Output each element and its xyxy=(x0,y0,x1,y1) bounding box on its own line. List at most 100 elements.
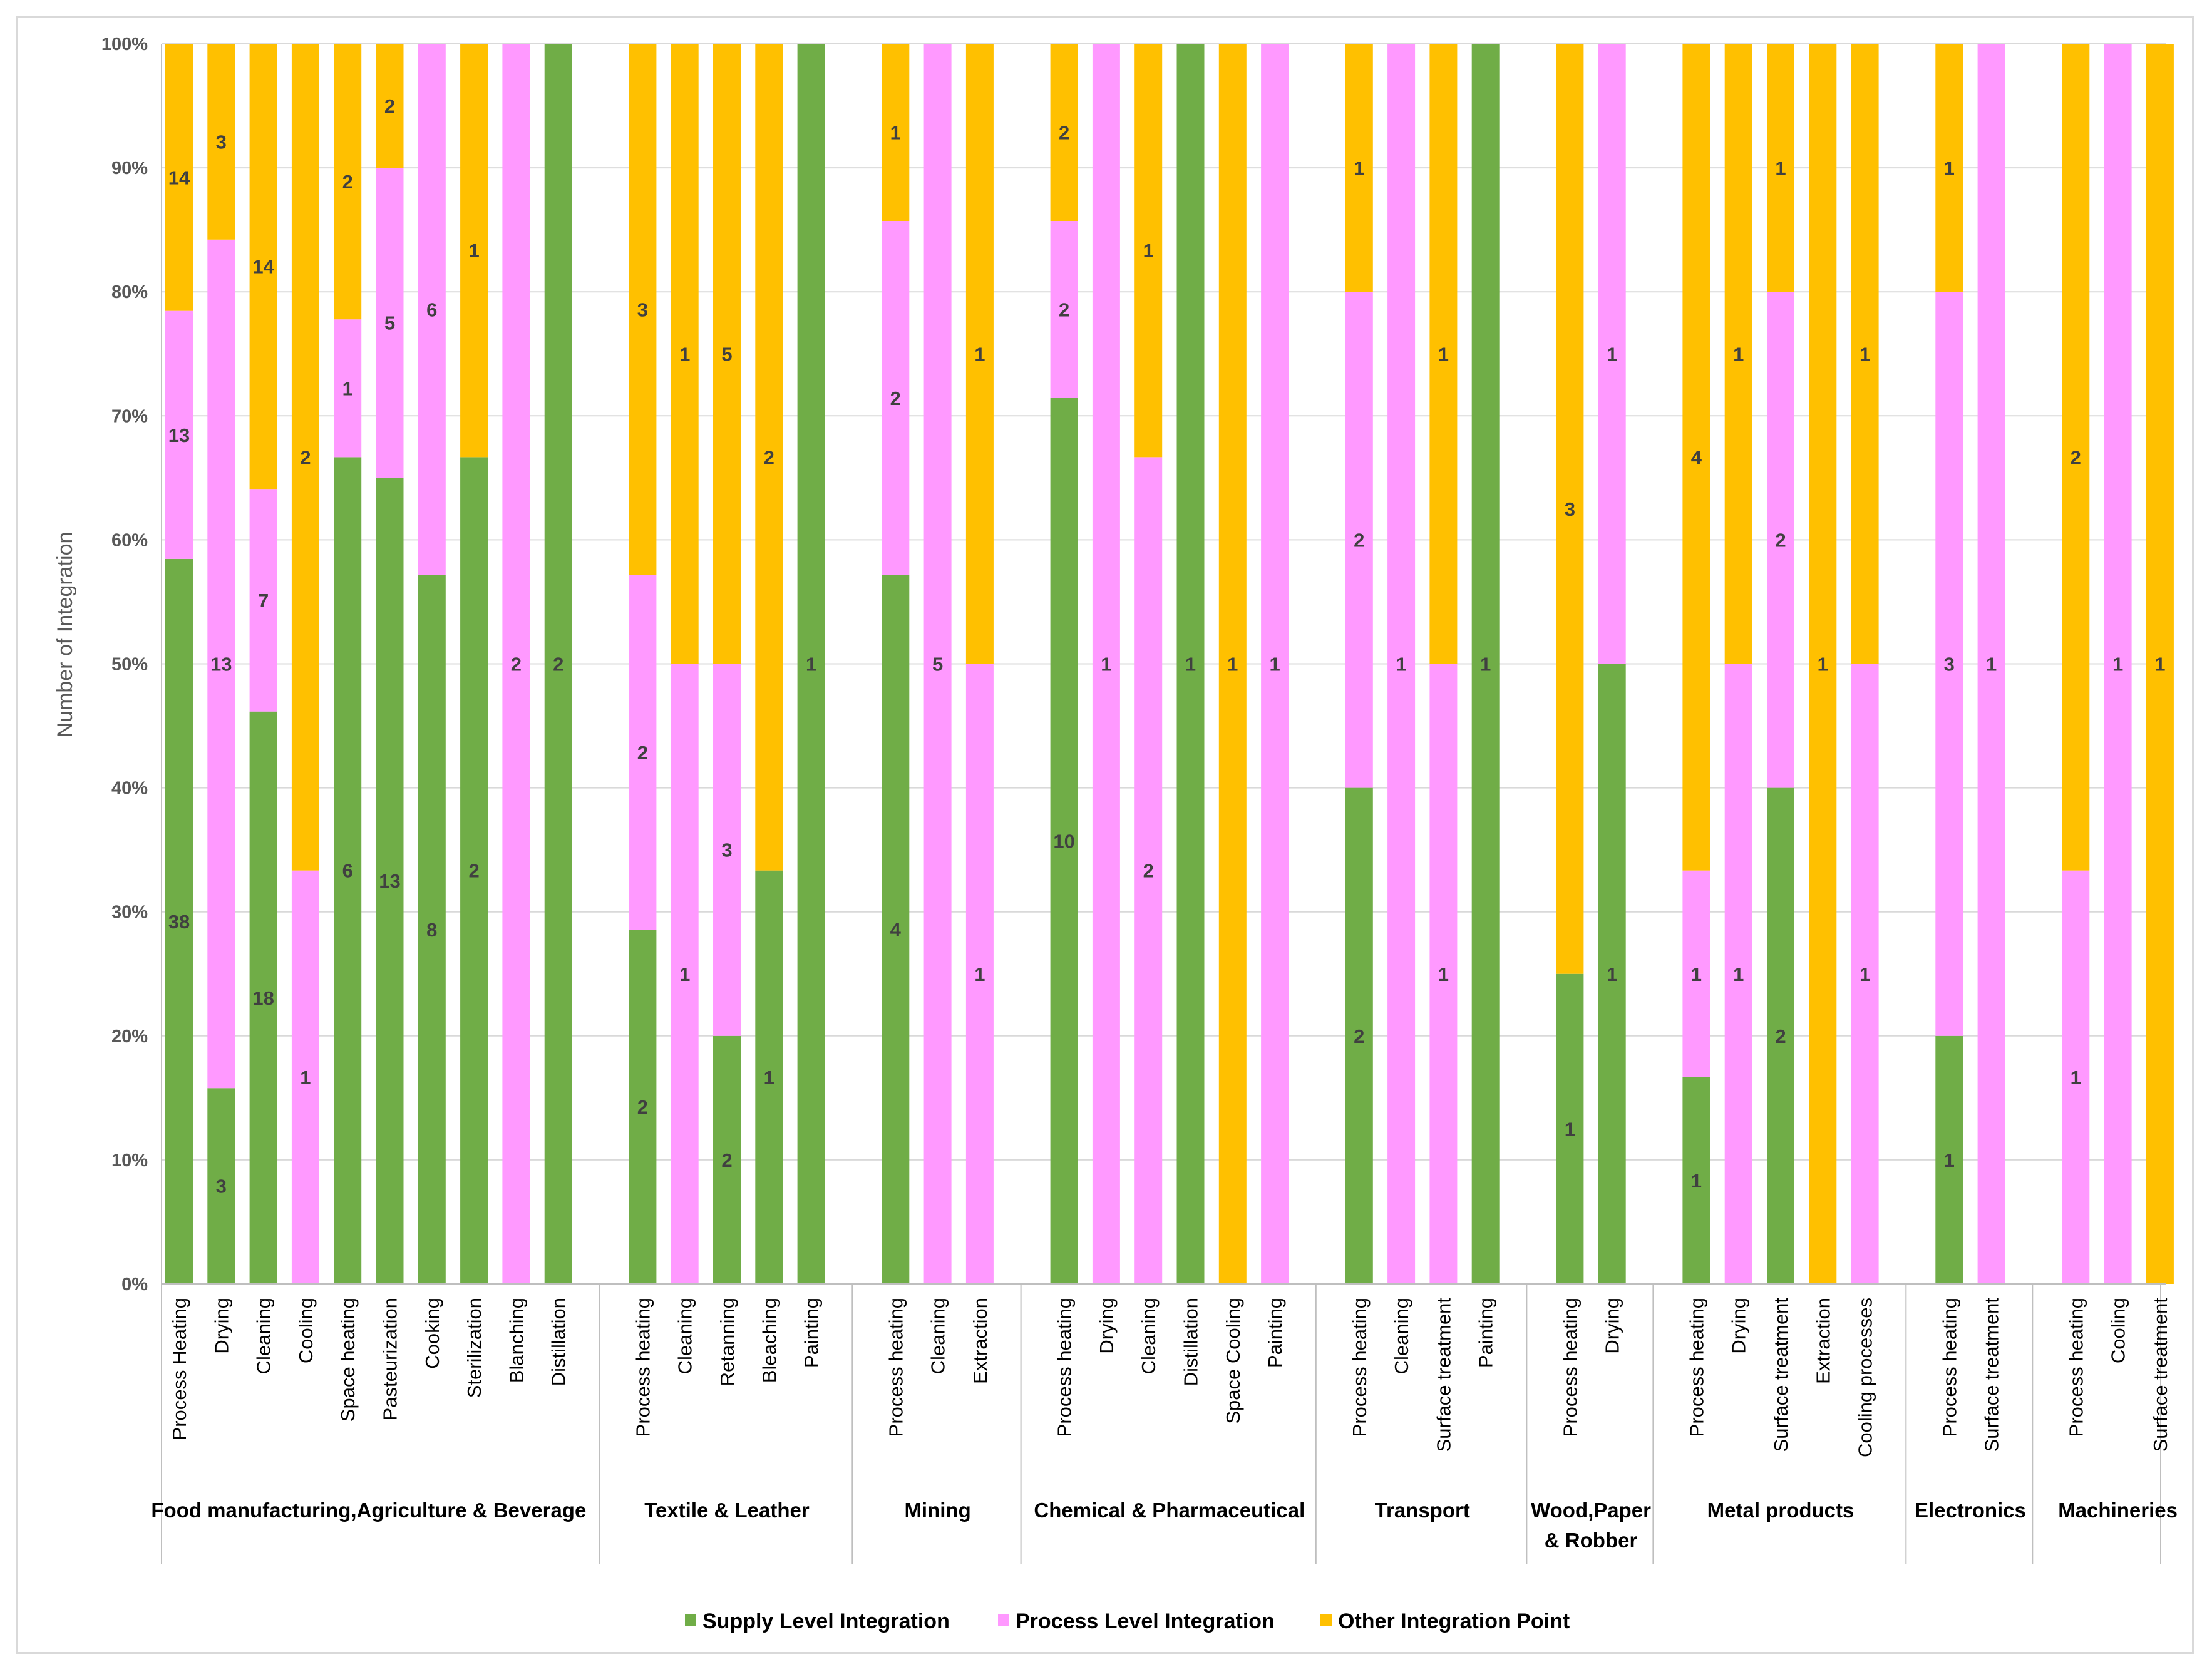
data-label: 1 xyxy=(1185,654,1196,675)
data-label: 1 xyxy=(1101,654,1111,675)
data-label: 1 xyxy=(1944,1149,1955,1171)
bar-segment-food-manufacturing-agriculture-beverage-cooling-other-integration-point xyxy=(291,44,319,871)
data-label: 2 xyxy=(384,95,395,117)
bar-segment-food-manufacturing-agriculture-beverage-drying-other-integration-point xyxy=(207,44,235,240)
bar-segment-mining-process-heating-supply-level-integration xyxy=(882,575,910,1284)
bar-segment-mining-cleaning-process-level-integration xyxy=(923,44,952,1284)
data-label: 3 xyxy=(216,131,227,153)
bar-segment-textile-leather-cleaning-other-integration-point xyxy=(671,44,699,664)
bar-segment-food-manufacturing-agriculture-beverage-process-heating-other-integration-point xyxy=(165,44,193,311)
data-label: 1 xyxy=(1733,343,1744,365)
bar-segment-food-manufacturing-agriculture-beverage-pasteurization-supply-level-integration xyxy=(376,478,404,1284)
data-label: 2 xyxy=(1775,529,1786,551)
bar-segment-food-manufacturing-agriculture-beverage-sterilization-supply-level-integration xyxy=(460,457,488,1285)
bar-segment-textile-leather-process-heating-process-level-integration xyxy=(629,575,657,930)
bar-segment-transport-cleaning-process-level-integration xyxy=(1387,44,1416,1284)
bar-segment-machineries-cooling-process-level-integration xyxy=(2104,44,2132,1284)
bar-segment-metal-products-process-heating-process-level-integration xyxy=(1682,870,1710,1077)
bar-segment-chemical-pharmaceutical-cleaning-process-level-integration xyxy=(1134,457,1163,1285)
bar-segment-textile-leather-retanning-other-integration-point xyxy=(713,44,741,664)
category-label: Distillation xyxy=(548,1298,570,1386)
data-label: 2 xyxy=(1775,1025,1786,1047)
chart-frame: 38 13 14 3 13 3 18 7 14 1 2 6 1 2 13 5 2 8 6 2 1 2 2 2 2 3 1 1 2 3 5 1 2… xyxy=(16,16,2194,1654)
legend-supply-swatch xyxy=(685,1614,696,1626)
bar-segment-textile-leather-retanning-process-level-integration xyxy=(713,664,741,1036)
bars xyxy=(165,44,2174,1285)
y-tick-label: 50% xyxy=(111,655,148,675)
category-label: Cleaning xyxy=(927,1298,949,1374)
data-label: 1 xyxy=(1438,343,1449,365)
bar-segment-chemical-pharmaceutical-process-heating-supply-level-integration xyxy=(1050,398,1078,1284)
y-tick-label: 80% xyxy=(111,282,148,302)
bar-segment-textile-leather-bleaching-supply-level-integration xyxy=(755,870,783,1284)
bar-segment-wood-paper-robber-drying-supply-level-integration xyxy=(1598,664,1626,1284)
category-label: Process heating xyxy=(885,1298,907,1437)
legend-other-label: Other Integration Point xyxy=(1338,1609,1570,1633)
data-label: 13 xyxy=(210,654,232,675)
data-label: 1 xyxy=(1607,343,1617,365)
bar-segment-wood-paper-robber-process-heating-other-integration-point xyxy=(1556,44,1584,974)
legend-other-swatch xyxy=(1320,1614,1332,1626)
data-label: 14 xyxy=(168,167,190,188)
category-label: Cooling xyxy=(2107,1298,2129,1363)
bar-segment-textile-leather-painting-supply-level-integration xyxy=(797,44,825,1284)
data-label: 2 xyxy=(890,387,901,409)
bar-segment-food-manufacturing-agriculture-beverage-cleaning-other-integration-point xyxy=(249,44,277,490)
data-label: 1 xyxy=(1269,654,1280,675)
bar-segment-transport-surface-treatment-other-integration-point xyxy=(1429,44,1458,664)
category-label: Cooling processes xyxy=(1854,1298,1876,1457)
data-label: 2 xyxy=(1143,860,1154,882)
bar-segment-chemical-pharmaceutical-distillation-supply-level-integration xyxy=(1176,44,1205,1284)
data-label: 1 xyxy=(1986,654,1997,675)
y-tick-label: 0% xyxy=(121,1275,148,1295)
data-label: 3 xyxy=(637,299,648,321)
data-label: 2 xyxy=(468,860,479,882)
data-label: 1 xyxy=(1480,654,1491,675)
bar-segment-transport-process-heating-other-integration-point xyxy=(1345,44,1373,292)
category-label: Process heating xyxy=(1349,1298,1371,1437)
data-label: 1 xyxy=(1818,654,1828,675)
category-label: Sterilization xyxy=(463,1298,485,1398)
bar-segment-transport-process-heating-process-level-integration xyxy=(1345,292,1373,788)
bar-segment-mining-process-heating-process-level-integration xyxy=(882,221,910,575)
category-label: Cooling xyxy=(295,1298,317,1363)
category-label: Cleaning xyxy=(1138,1298,1160,1374)
data-label: 1 xyxy=(342,377,353,399)
bar-segment-food-manufacturing-agriculture-beverage-process-heating-process-level-integration xyxy=(165,310,193,559)
data-label: 2 xyxy=(1354,529,1364,551)
data-label: 1 xyxy=(1438,963,1449,985)
category-label: Cleaning xyxy=(674,1298,696,1374)
data-label: 2 xyxy=(637,742,648,764)
bar-segment-machineries-process-heating-other-integration-point xyxy=(2062,44,2090,871)
category-label: Cleaning xyxy=(253,1298,275,1374)
category-labels: Process Heating Drying Cleaning Cooling Spac… xyxy=(151,1298,2178,1552)
group-label: Transport xyxy=(1375,1499,1470,1522)
category-label: Process heating xyxy=(2065,1298,2087,1437)
bar-segment-textile-leather-bleaching-other-integration-point xyxy=(755,44,783,871)
bar-segment-food-manufacturing-agriculture-beverage-cleaning-supply-level-integration xyxy=(249,711,277,1284)
category-label: Surface treatment xyxy=(1981,1298,2003,1452)
group-label: Food manufacturing,Agriculture & Beverag… xyxy=(151,1499,586,1522)
data-label: 5 xyxy=(721,343,732,365)
bar-segment-wood-paper-robber-process-heating-supply-level-integration xyxy=(1556,973,1584,1284)
data-label: 1 xyxy=(974,343,985,365)
bar-segment-metal-products-extraction-other-integration-point xyxy=(1809,44,1837,1284)
bar-segment-textile-leather-retanning-supply-level-integration xyxy=(713,1035,741,1284)
category-label: Cleaning xyxy=(1391,1298,1412,1374)
bar-segment-transport-painting-supply-level-integration xyxy=(1471,44,1500,1284)
bar-segment-food-manufacturing-agriculture-beverage-distillation-supply-level-integration xyxy=(544,44,572,1284)
bar-segment-mining-process-heating-other-integration-point xyxy=(882,44,910,221)
data-label: 1 xyxy=(806,654,816,675)
category-label: Painting xyxy=(1264,1298,1286,1368)
bar-segment-food-manufacturing-agriculture-beverage-cooking-supply-level-integration xyxy=(418,575,446,1284)
bar-segment-textile-leather-process-heating-other-integration-point xyxy=(629,44,657,575)
bar-segment-food-manufacturing-agriculture-beverage-pasteurization-process-level-integration xyxy=(376,168,404,478)
bar-segment-mining-extraction-other-integration-point xyxy=(965,44,994,664)
group-label: Metal products xyxy=(1707,1499,1854,1522)
bar-segment-mining-extraction-process-level-integration xyxy=(965,664,994,1284)
bar-segment-electronics-surface-treatment-process-level-integration xyxy=(1977,44,2005,1284)
y-axis-title: Number of Integration xyxy=(53,532,77,738)
data-label: 1 xyxy=(890,122,901,144)
bar-segment-chemical-pharmaceutical-painting-process-level-integration xyxy=(1261,44,1289,1284)
